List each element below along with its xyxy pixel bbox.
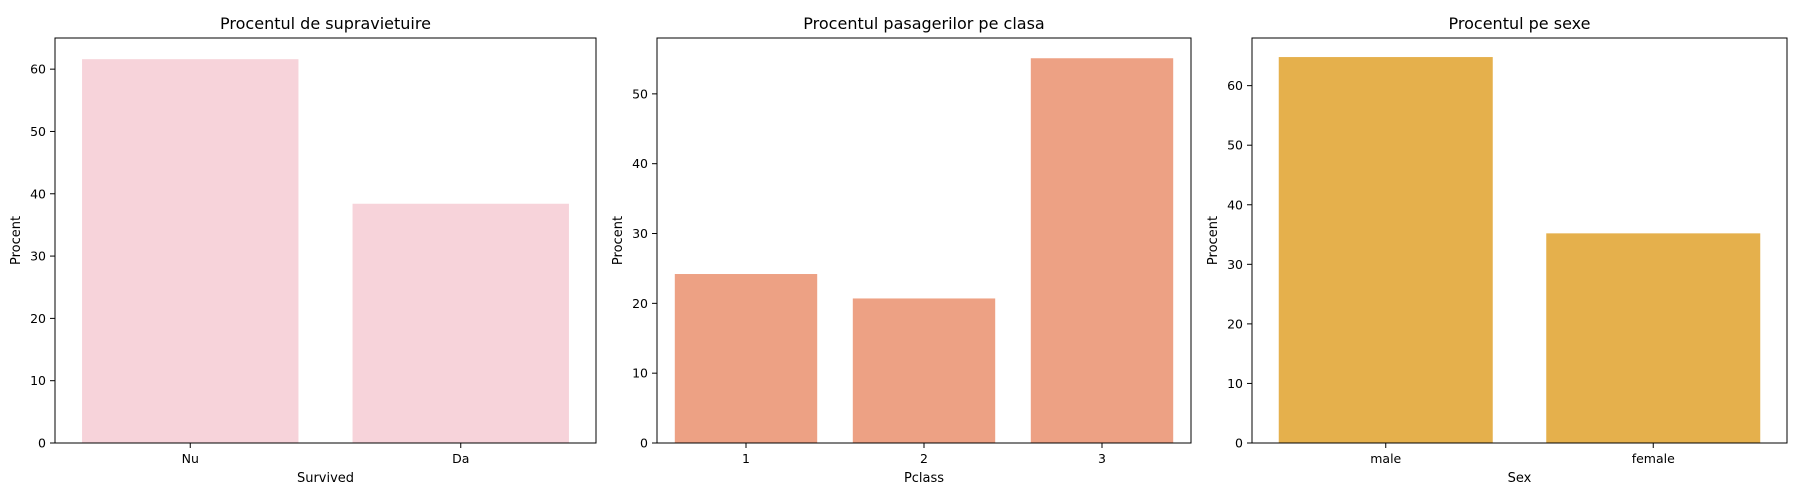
- y-tick-label: 10: [30, 373, 46, 388]
- y-tick-label: 50: [30, 124, 46, 139]
- x-tick-label: 1: [742, 451, 750, 466]
- y-tick-label: 60: [1227, 78, 1243, 93]
- x-tick-label: Nu: [182, 451, 199, 466]
- y-axis-label: Procent: [1206, 216, 1221, 265]
- x-tick-label: Da: [452, 451, 469, 466]
- y-axis-label: Procent: [611, 216, 626, 265]
- y-tick-label: 60: [30, 62, 46, 77]
- y-tick-label: 10: [632, 366, 648, 381]
- axes-frame: [54, 37, 597, 444]
- bar-Da: [352, 203, 569, 443]
- chart-title: Procentul pe sexe: [1449, 14, 1591, 33]
- bar-1: [674, 274, 818, 443]
- y-tick-label: 40: [632, 156, 648, 171]
- chart-1: 0 10 20 30 40 50 60 Nu Da Procentul de supravietu…: [9, 14, 597, 486]
- chart-3: 0 10 20 30 40 50 60 male female Procentul pe sexe…: [1206, 14, 1788, 486]
- y-axis-label: Procent: [9, 216, 24, 265]
- chart-title: Procentul de supravietuire: [220, 14, 431, 33]
- bar-female: [1546, 233, 1761, 443]
- x-axis-label: Survived: [297, 471, 354, 486]
- y-tick-label: 20: [1227, 316, 1243, 331]
- bar-2: [852, 298, 996, 443]
- y-tick-label: 30: [1227, 257, 1243, 272]
- x-axis-label: Pclass: [904, 471, 944, 486]
- x-tick-label: male: [1370, 451, 1401, 466]
- chart-title: Procentul pasagerilor pe clasa: [803, 14, 1044, 33]
- bar-male: [1278, 57, 1493, 443]
- y-tick-label: 50: [632, 86, 648, 101]
- y-tick-label: 50: [1227, 138, 1243, 153]
- x-tick-label: 2: [920, 451, 928, 466]
- x-tick-label: 3: [1098, 451, 1106, 466]
- chart-2: 0 10 20 30 40 50 1 2 3 Procentul pasagerilor pe c…: [611, 14, 1192, 486]
- axes-frame: [1251, 37, 1788, 444]
- x-tick-label: female: [1632, 451, 1675, 466]
- y-tick-label: 40: [30, 186, 46, 201]
- x-axis-label: Sex: [1508, 471, 1532, 486]
- y-tick-label: 0: [38, 436, 46, 451]
- y-tick-label: 10: [1227, 376, 1243, 391]
- y-tick-label: 40: [1227, 197, 1243, 212]
- y-tick-label: 0: [640, 436, 648, 451]
- y-tick-label: 20: [30, 311, 46, 326]
- bar-Nu: [82, 59, 299, 443]
- y-tick-label: 0: [1235, 436, 1243, 451]
- y-tick-label: 30: [30, 249, 46, 264]
- bar-3: [1030, 58, 1174, 443]
- y-tick-label: 20: [632, 296, 648, 311]
- y-tick-label: 30: [632, 226, 648, 241]
